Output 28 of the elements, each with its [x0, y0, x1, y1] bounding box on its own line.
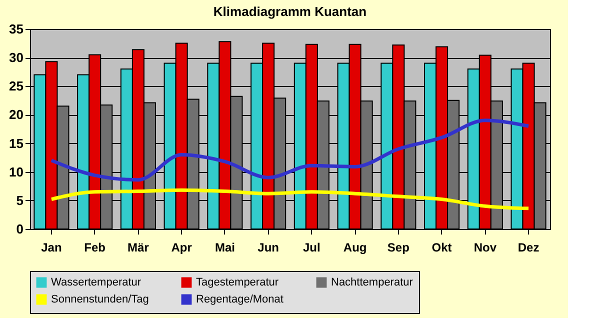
y-tick-label: 25 — [9, 78, 24, 94]
x-tick-label: Mär — [128, 240, 150, 254]
y-tick-label: 10 — [9, 164, 24, 180]
legend-label: Wassertemperatur — [51, 276, 142, 289]
legend-label: Nachttemperatur — [331, 276, 414, 289]
x-tick-label: Feb — [84, 240, 106, 254]
x-tick-label: Jul — [303, 240, 320, 254]
y-tick-label: 15 — [9, 136, 24, 151]
legend-label: Tagestemperatur — [196, 276, 279, 289]
x-tick-label: Nov — [474, 240, 497, 254]
x-tick-label: Sep — [387, 240, 410, 254]
y-tick-label: 35 — [9, 22, 24, 36]
x-tick-label: Aug — [343, 240, 367, 254]
chart-title: Klimadiagramm Kuantan — [213, 4, 367, 19]
y-tick-label: 30 — [9, 50, 24, 66]
x-tick-label: Mai — [214, 240, 235, 254]
x-tick-label: Dez — [518, 240, 540, 254]
x-tick-label: Okt — [432, 240, 452, 254]
legend-label: Regentage/Monat — [196, 294, 284, 306]
x-tick-label: Apr — [171, 240, 192, 254]
line-series — [50, 188, 530, 210]
legend-label: Sonnenstunden/Tag — [51, 294, 149, 306]
line-series — [50, 118, 530, 182]
y-tick-label: 5 — [16, 192, 24, 208]
x-tick-label: Jun — [258, 240, 279, 254]
y-tick-label: 0 — [16, 222, 24, 236]
y-tick-label: 20 — [9, 107, 24, 122]
x-tick-label: Jan — [41, 240, 62, 254]
